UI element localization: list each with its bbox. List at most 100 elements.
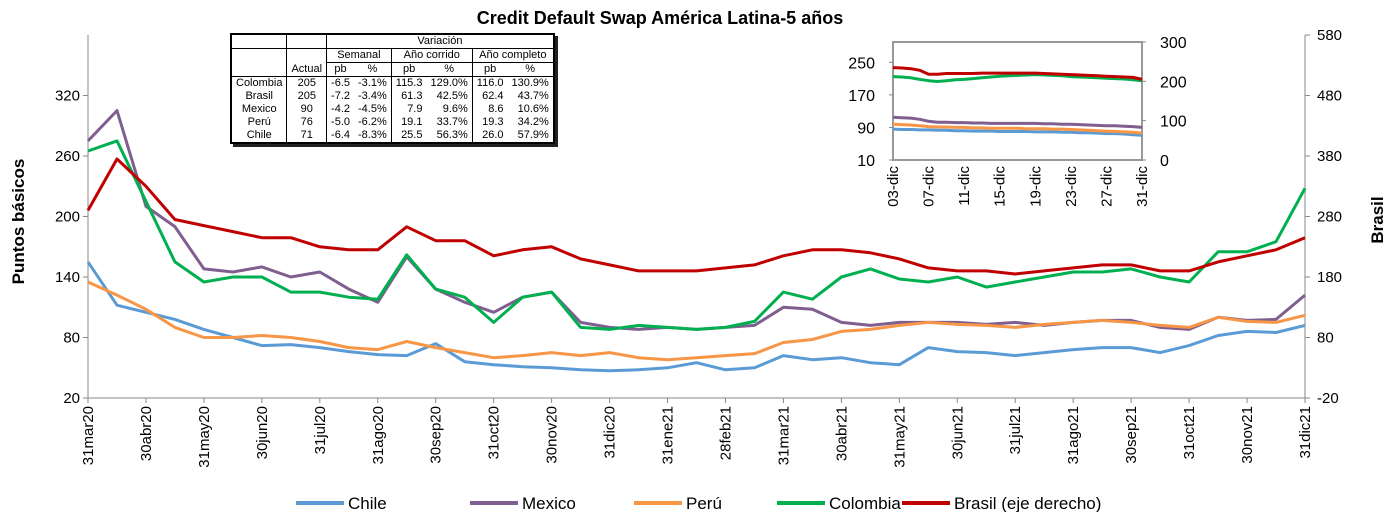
x-tick-label: 31may21	[891, 406, 908, 468]
y-tick-label: 200	[55, 209, 80, 226]
y-tick-label: 260	[55, 148, 80, 165]
inset-x-tick-label: 11-dic	[956, 166, 973, 206]
table-cell-actual: 76	[286, 116, 327, 129]
table-cell-ac-pb: 25.5	[390, 129, 427, 143]
legend-label: Colombia	[829, 494, 901, 512]
table-cell-comp-pct: 130.9%	[511, 77, 549, 89]
table-cell-ac-pb: 7.9	[390, 103, 427, 116]
table-cell-sem-pb: -7.2	[326, 90, 355, 103]
x-tick-label: 30nov21	[1239, 406, 1256, 464]
legend-label: Perú	[686, 494, 722, 512]
x-tick-label: 30abr21	[833, 406, 850, 461]
x-tick-label: 31may20	[196, 406, 213, 468]
table-cell-ac-pct: 33.7%	[436, 116, 468, 128]
table-cell-sem-pb: -6.4	[326, 129, 355, 143]
x-tick-label: 31dic21	[1297, 406, 1314, 459]
table-cell-comp-pb: 26.0	[471, 129, 508, 143]
inset-y-tick-label: 90	[857, 120, 875, 137]
table-cell-sem-pct: -3.1%	[358, 77, 387, 89]
chart-title: Credit Default Swap América Latina-5 año…	[477, 8, 843, 28]
table-cell-comp-pct: 10.6%	[517, 103, 549, 115]
table-cell-sem-pct: -3.4%	[358, 90, 387, 102]
y2-tick-label: 80	[1317, 330, 1334, 347]
x-tick-label: 31jul21	[1007, 406, 1024, 454]
legend-label: Brasil (eje derecho)	[954, 494, 1101, 512]
header-semanal: Semanal	[326, 48, 392, 63]
inset-x-tick-label: 19-dic	[1027, 166, 1044, 207]
header-ac-pct: %	[426, 62, 473, 77]
x-tick-label: 30jun21	[949, 406, 966, 459]
table-cell-sem-pb: -6.5	[326, 76, 355, 90]
legend-label: Mexico	[522, 494, 576, 512]
y-tick-label: 320	[55, 88, 80, 105]
table-cell-ac-pct: 56.3%	[436, 129, 468, 141]
y2-tick-label: 580	[1317, 27, 1342, 44]
table-cell-actual: 90	[286, 103, 327, 116]
y-tick-label: 20	[63, 390, 80, 407]
table-cell-ac-pb: 61.3	[390, 90, 427, 103]
header-comp-pb: pb	[471, 62, 508, 77]
legend: Chile Mexico Perú Colombia Brasil (eje derec…	[296, 494, 1101, 512]
table-corner-cell-2	[286, 34, 327, 49]
table-cell-sem-pct: -8.3%	[358, 129, 387, 141]
table-cell-comp-pb: 19.3	[471, 116, 508, 129]
inset-y-tick-label: 250	[848, 55, 875, 72]
table-cell-country: Chile	[246, 129, 272, 141]
y-axis-title: Puntos básicos	[9, 159, 28, 285]
inset-series-line-perú	[892, 122, 1143, 135]
table-row-brasil: Brasil 205 -7.2 -3.4% 61.3 42.5% 62.4 43.7%	[231, 90, 554, 103]
inset-y2-tick-label: 200	[1160, 74, 1187, 91]
header-ano-completo: Año completo	[471, 48, 554, 63]
x-tick-label: 31ago21	[1065, 406, 1082, 464]
x-tick-label: 31mar21	[775, 406, 792, 465]
table-header-row-2: Semanal Año corrido Año completo	[231, 48, 554, 63]
table-cell-comp-pct: 57.9%	[517, 129, 549, 141]
series-line-colombia	[87, 139, 1307, 331]
inset-y-tick-label: 10	[857, 153, 875, 170]
table-header-row-1: Variación	[231, 34, 554, 49]
table-cell-sem-pct: -6.2%	[358, 116, 387, 128]
inset-series-line-chile	[892, 127, 1143, 137]
inset-series-line-mexico	[892, 115, 1143, 129]
table-blank-cell	[231, 62, 287, 77]
table-cell-sem-pb: -4.2	[326, 103, 355, 116]
table-cell-ac-pct: 9.6%	[442, 103, 468, 115]
table-row-mexico: Mexico 90 -4.2 -4.5% 7.9 9.6% 8.6 10.6%	[231, 103, 554, 116]
inset-chart: 10 90 170 250 0 100 200 300 03-dic 07-dic 11-dic 15…	[820, 33, 1187, 233]
table-cell-comp-pb: 116.0	[471, 76, 508, 90]
table-row-colombia: Colombia 205 -6.5 -3.1% 115.3 129.0% 116.0 130.…	[231, 76, 554, 90]
table-cell-actual: 71	[286, 129, 327, 143]
table-blank-cell	[231, 49, 287, 63]
table-cell-ac-pct: 42.5%	[436, 90, 468, 102]
table-cell-comp-pb: 62.4	[471, 90, 508, 103]
table-cell-country: Brasil	[245, 90, 273, 102]
inset-y-tick-label: 170	[848, 88, 875, 105]
header-ac-pb: pb	[390, 62, 427, 77]
inset-y2-tick-label: 300	[1160, 35, 1187, 52]
series-line-chile	[86, 261, 1306, 373]
inset-x-tick-label: 31-dic	[1134, 166, 1151, 207]
inset-x-tick-label: 03-dic	[885, 166, 902, 207]
x-tick-label: 30abr20	[138, 406, 155, 461]
header-ano-corrido: Año corrido	[390, 48, 473, 63]
inset-x-tick-label: 15-dic	[992, 166, 1009, 207]
table-cell-comp-pct: 34.2%	[517, 116, 549, 128]
inset-y2-tick-label: 0	[1160, 153, 1169, 170]
table-cell-actual: 205	[286, 76, 327, 90]
table-header-row-3: Actual pb % pb % pb %	[231, 62, 554, 77]
header-comp-pct: %	[507, 62, 554, 77]
table-cell-country: Perú	[247, 116, 271, 128]
inset-series-line-colombia	[892, 73, 1143, 83]
x-tick-label: 30sep20	[428, 406, 445, 464]
table-cell-sem-pb: -5.0	[326, 116, 355, 129]
x-tick-label: 30jun20	[254, 406, 271, 459]
x-tick-label: 31jul20	[312, 406, 329, 454]
table-blank-cell	[286, 48, 327, 63]
inset-y2-tick-label: 100	[1160, 114, 1187, 131]
table-row-perú: Perú 76 -5.0 -6.2% 19.1 33.7% 19.3 34.2%	[231, 116, 554, 129]
x-tick-label: 31ene21	[660, 406, 677, 464]
table-cell-country: Mexico	[241, 103, 277, 115]
header-actual: Actual	[286, 62, 327, 77]
inset-x-tick-label: 23-dic	[1063, 166, 1080, 207]
